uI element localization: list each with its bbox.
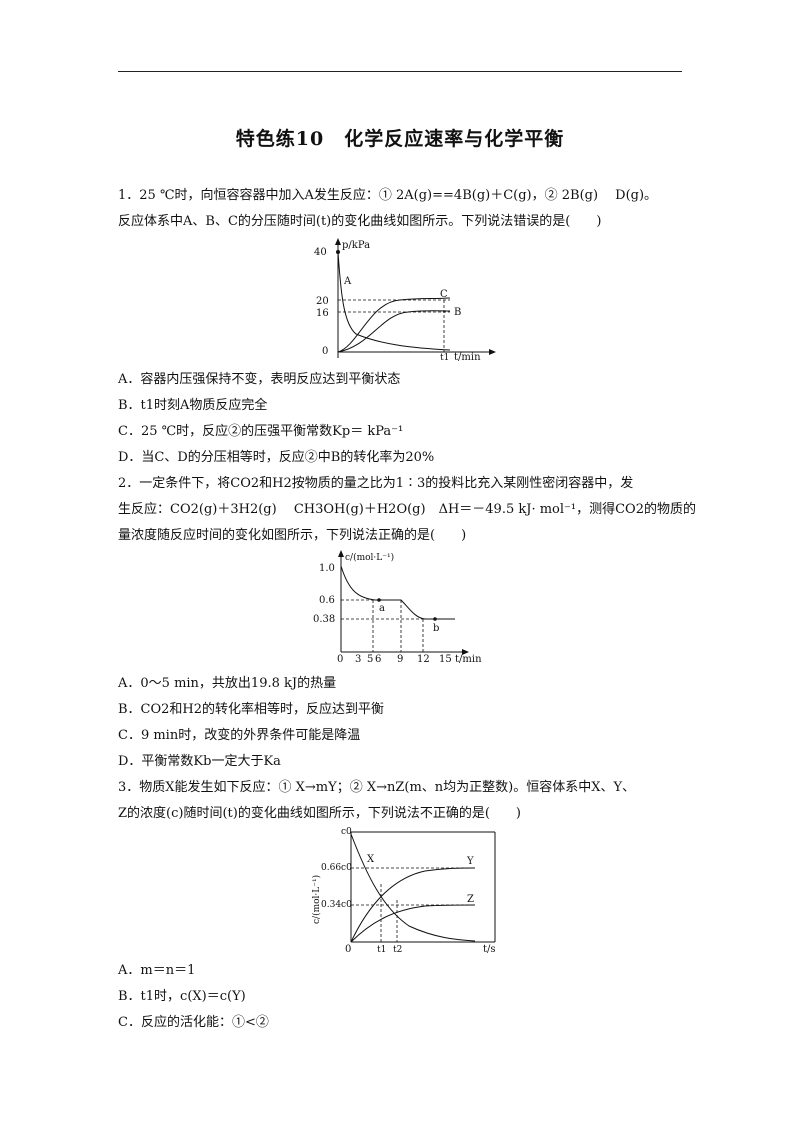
q3-stem-line1: 3．物质X能发生如下反应：① X→mY；② X→nZ(m、n均为正整数)。恒容体…: [118, 780, 636, 795]
q1-option-c: C．25 ℃时，反应②的压强平衡常数Kp＝ kPa⁻¹: [118, 424, 404, 439]
q1-ytick-16: 16: [316, 308, 329, 319]
q1-xlabel: t/min: [454, 352, 481, 363]
q3-ylabel: c/(mol·L⁻¹): [311, 875, 322, 924]
q3-label-Z: Z: [467, 894, 474, 905]
q2-x-arrow: [462, 649, 469, 655]
top-rule: [118, 71, 682, 72]
q2-xtick-5: 5: [367, 654, 373, 665]
q3-curve-Y: [350, 867, 476, 943]
q2-label-a: a: [379, 603, 385, 614]
q2-xtick-3: 3: [355, 654, 361, 665]
q2-point-b: [433, 617, 437, 621]
q3-curve-X: [350, 833, 476, 942]
q2-xtick-9: 9: [397, 654, 403, 665]
q1-stem-line1: 1．25 ℃时，向恒容容器中加入A发生反应：① 2A(g)==4B(g)＋C(g…: [118, 188, 658, 203]
q2-stem-line1: 2．一定条件下，将CO2和H2按物质的量之比为1∶3的投料比充入某刚性密闭容器中…: [118, 476, 634, 491]
q2-ylabel: c/(mol·L⁻¹): [345, 552, 394, 563]
q3-xtick-t2: t2: [393, 945, 402, 955]
q1-option-b: B．t1时刻A物质反应完全: [118, 398, 268, 413]
q3-curve-Z: [350, 904, 476, 943]
q1-stem-line2: 反应体系中A、B、C的分压随时间(t)的变化曲线如图所示。下列说法错误的是( ): [118, 214, 602, 229]
q2-y-arrow: [338, 550, 344, 557]
page-title: 特色练10 化学反应速率与化学平衡: [235, 128, 565, 150]
q3-ytick-c0: c0: [341, 827, 352, 837]
q2-ytick-1.0: 1.0: [319, 563, 335, 574]
q2-xlabel: t/min: [455, 654, 482, 665]
q1-ytick-20: 20: [316, 296, 329, 307]
q3-xtick-t1: t1: [377, 945, 386, 955]
q1-ytick-0: 0: [322, 346, 328, 357]
q1-label-C: C: [440, 289, 448, 300]
q2-stem-line3: 量浓度随反应时间的变化如图所示，下列说法正确的是( ): [118, 528, 467, 543]
q2-xtick-15: 15: [439, 654, 452, 665]
q1-option-a: A．容器内压强保持不变，表明反应达到平衡状态: [118, 372, 401, 387]
q1-curve-A: [337, 251, 451, 351]
q2-xtick-12: 12: [417, 654, 430, 665]
q3-label-X: X: [367, 854, 375, 865]
q2-option-b: B．CO2和H2的转化率相等时，反应达到平衡: [118, 702, 385, 717]
q3-ytick-0: 0: [345, 944, 351, 955]
q2-ytick-0.6: 0.6: [319, 595, 335, 606]
q1-curve-B: [337, 310, 451, 353]
q1-xtick-t1: t1: [440, 353, 449, 363]
q1-ylabel: p/kPa: [342, 240, 370, 251]
q2-point-a: [377, 598, 381, 602]
q2-option-d: D．平衡常数Kb一定大于Ka: [118, 754, 281, 769]
q3-ytick-0.34: 0.34c0: [321, 900, 352, 910]
q1-label-B: B: [454, 307, 461, 318]
q2-label-b: b: [433, 623, 439, 634]
q2-chart: c/(mol·L⁻¹) t/min 1.0 0.6 0.38 0 3 5 6 9…: [313, 550, 482, 665]
q1-label-A: A: [343, 276, 352, 287]
q1-chart: p/kPa t/min 40 20 16 0 t1 A C B: [314, 238, 496, 363]
q2-xtick-6: 6: [375, 654, 381, 665]
q1-x-arrow: [489, 349, 496, 355]
q2-xtick-0: 0: [337, 654, 343, 665]
q3-ytick-0.66: 0.66c0: [321, 863, 352, 873]
q2-option-c: C．9 min时，改变的外界条件可能是降温: [118, 728, 361, 743]
q1-y-arrow: [335, 238, 341, 245]
q3-option-c: C．反应的活化能：①<②: [118, 1015, 269, 1030]
q2-option-a: A．0～5 min，共放出19.8 kJ的热量: [118, 676, 337, 691]
q1-curve-C: [337, 297, 451, 353]
q1-ytick-40: 40: [314, 247, 327, 258]
q1-option-d: D．当C、D的分压相等时，反应②中B的转化率为20%: [118, 450, 435, 465]
q2-stem-line2: 生反应：CO2(g)＋3H2(g) CH3OH(g)＋H2O(g) ΔH＝－49…: [118, 502, 696, 517]
q3-option-a: A．m＝n＝1: [118, 963, 196, 978]
q2-curve-co2: [340, 565, 455, 620]
q3-label-Y: Y: [466, 856, 474, 867]
q3-xlabel: t/s: [483, 944, 496, 955]
q3-stem-line2: Z的浓度(c)随时间(t)的变化曲线如图所示，下列说法不正确的是( ): [118, 806, 521, 821]
q3-chart: c/(mol·L⁻¹) t/s c0 0.66c0 0.34c0 0 t1 t2…: [311, 827, 496, 955]
q2-ytick-0.38: 0.38: [313, 614, 335, 625]
q3-option-b: B．t1时，c(X)＝c(Y): [118, 989, 246, 1004]
